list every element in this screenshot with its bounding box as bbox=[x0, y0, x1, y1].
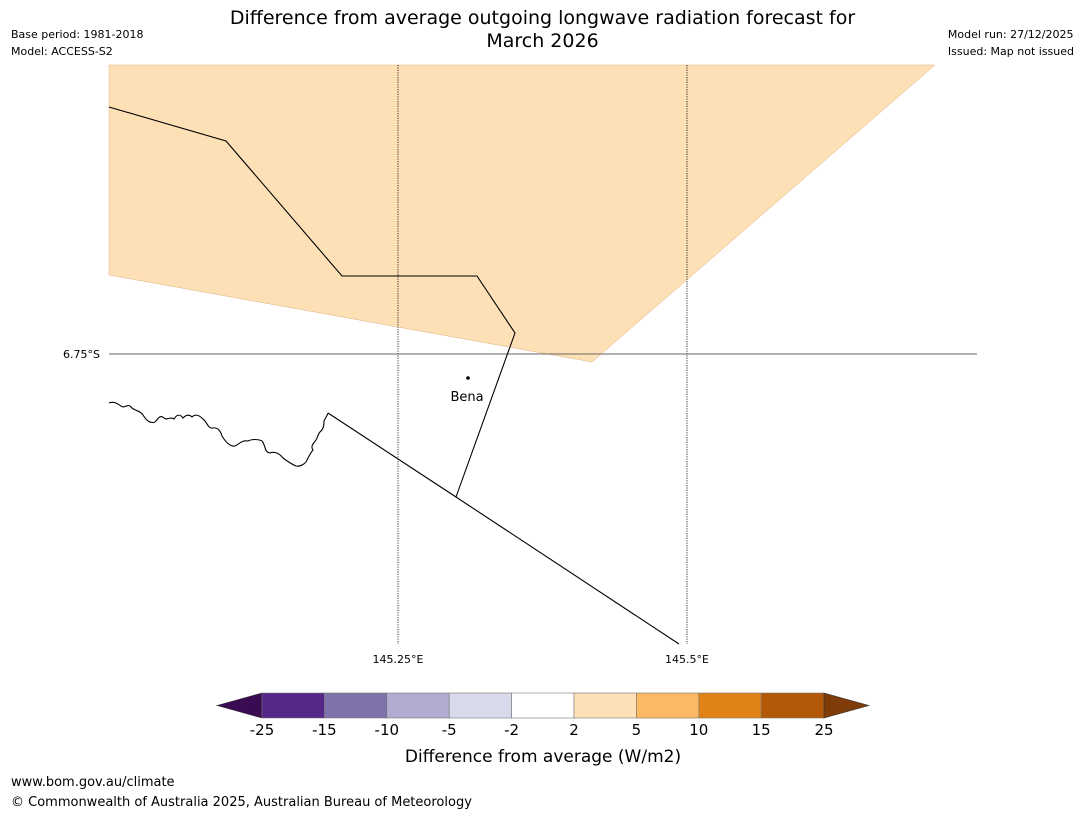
colorbar-extend-high bbox=[823, 692, 871, 719]
bena-label: Bena bbox=[450, 390, 483, 405]
title-line-2: March 2026 bbox=[486, 30, 599, 52]
colorbar-tick-label: -5 bbox=[442, 721, 457, 739]
colorbar-segment bbox=[511, 692, 575, 719]
model-run-text: Model run: 27/12/2025 bbox=[947, 28, 1074, 41]
map-title: Difference from average outgoing longwav… bbox=[0, 7, 1085, 53]
province-boundary-south bbox=[327, 412, 680, 645]
colorbar-tick-label: 15 bbox=[752, 721, 771, 739]
province-boundary-north bbox=[108, 106, 516, 498]
colorbar-tick-label: -25 bbox=[250, 721, 275, 739]
colorbar-extend-low bbox=[215, 692, 263, 719]
colorbar-segment bbox=[636, 692, 700, 719]
footer-url: www.bom.gov.au/climate bbox=[11, 775, 175, 790]
colorbar-tick-label: 25 bbox=[814, 721, 833, 739]
anomaly-region-2-to-5 bbox=[108, 64, 936, 363]
colorbar-tick-label: 2 bbox=[569, 721, 579, 739]
model-text: Model: ACCESS-S2 bbox=[11, 45, 113, 58]
colorbar-segment bbox=[573, 692, 637, 719]
colorbar-segment bbox=[386, 692, 450, 719]
colorbar-segment bbox=[324, 692, 388, 719]
colorbar-segment bbox=[261, 692, 325, 719]
meta-left: Base period: 1981-2018 Model: ACCESS-S2 bbox=[11, 26, 143, 60]
latitude-label: 6.75°S bbox=[63, 348, 100, 361]
colorbar-tick-label: -2 bbox=[504, 721, 519, 739]
base-period-text: Base period: 1981-2018 bbox=[11, 28, 144, 41]
colorbar-segment bbox=[760, 692, 825, 719]
colorbar: -25 -15 -10 -5 -2 2 5 10 15 25 Differenc… bbox=[215, 692, 871, 767]
colorbar-tick-label: 10 bbox=[689, 721, 708, 739]
title-line-1: Difference from average outgoing longwav… bbox=[229, 7, 856, 29]
longitude-label-145-5: 145.5°E bbox=[665, 653, 709, 666]
map-panel: Bena 6.75°S 145.25°E 145.5°E bbox=[63, 64, 977, 666]
river-line bbox=[108, 401, 329, 467]
footer-copyright: © Commonwealth of Australia 2025, Austra… bbox=[11, 795, 472, 810]
longitude-label-145-25: 145.25°E bbox=[373, 653, 424, 666]
issued-text: Issued: Map not issued bbox=[947, 45, 1074, 58]
colorbar-segment bbox=[698, 692, 762, 719]
bena-marker bbox=[466, 376, 470, 380]
colorbar-segment bbox=[448, 692, 512, 719]
colorbar-label: Difference from average (W/m2) bbox=[405, 747, 681, 767]
colorbar-tick-label: -15 bbox=[312, 721, 337, 739]
meta-right: Model run: 27/12/2025 Issued: Map not is… bbox=[948, 26, 1074, 60]
colorbar-tick-label: 5 bbox=[632, 721, 642, 739]
colorbar-tick-label: -10 bbox=[375, 721, 400, 739]
